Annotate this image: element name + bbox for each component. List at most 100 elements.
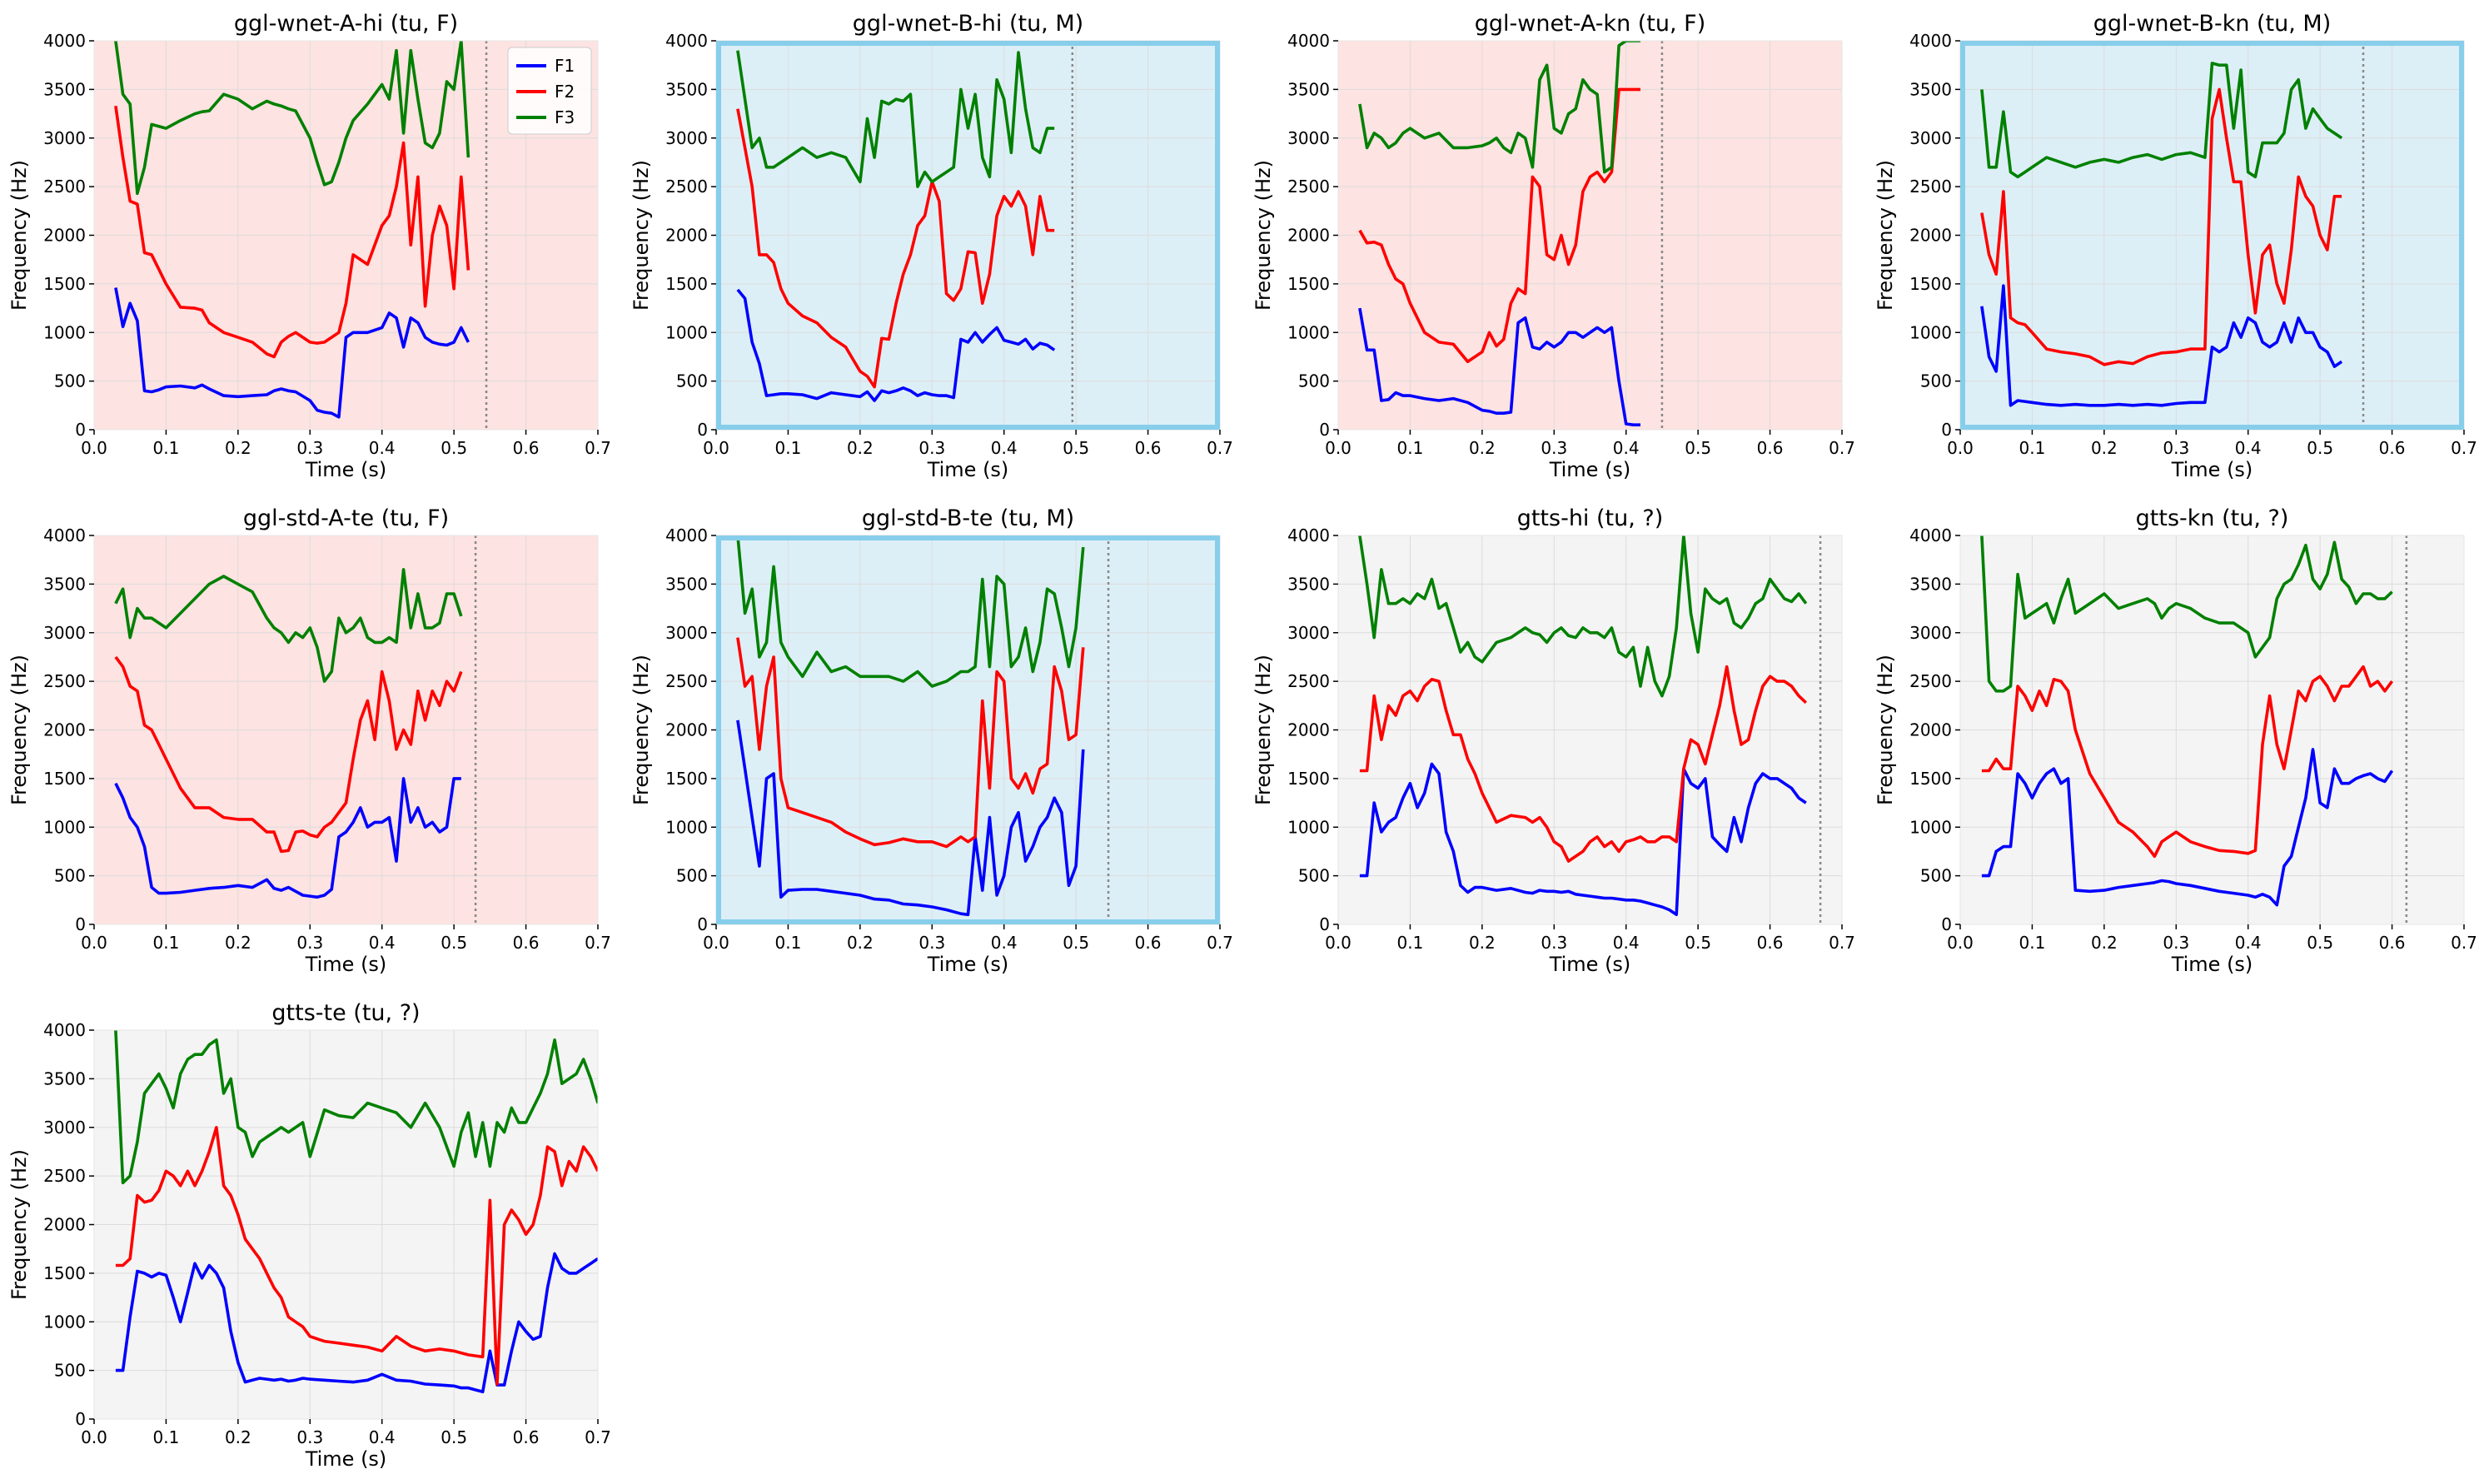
y-axis-label: Frequency (Hz)	[1874, 655, 1897, 805]
series-f1-line	[736, 720, 1085, 917]
subplot-2: 0.0 0.1 0.2 0.3 0.4 0.5 0.6 0.7 0 500 1000 1500 2000…	[630, 11, 1233, 481]
subplot-3: 0.0 0.1 0.2 0.3 0.4 0.5 0.6 0.7 0 500 1000 1500 2000…	[1252, 11, 1855, 481]
x-tick-label: 0.2	[1469, 933, 1496, 953]
x-tick-label: 0.1	[1397, 438, 1424, 458]
x-axis-label: Time (s)	[927, 458, 1009, 481]
series-f3-line	[736, 535, 1085, 688]
y-tick-label: 2000	[1909, 226, 1952, 246]
series-f2-line	[1981, 665, 2394, 859]
x-tick-label: 0.6	[513, 438, 540, 458]
series-f2-line	[114, 655, 463, 854]
y-tick-label: 2000	[665, 226, 708, 246]
series-f1-line	[1359, 762, 1807, 917]
series-f1-line	[1358, 307, 1640, 427]
y-axis-label: Frequency (Hz)	[7, 655, 31, 805]
x-tick-label: 0.3	[2163, 933, 2189, 953]
series-f3-line	[736, 50, 1055, 188]
y-tick-label: 3000	[1909, 623, 1952, 643]
x-tick-label: 0.3	[296, 933, 323, 953]
y-tick-label: 3500	[1287, 574, 1330, 594]
series-f3-line	[114, 568, 463, 683]
y-tick-label: 3000	[1287, 128, 1330, 148]
x-tick-label: 0.5	[441, 933, 467, 953]
x-tick-label: 0.7	[2451, 438, 2477, 458]
x-tick-label: 0.4	[2235, 933, 2262, 953]
y-tick-label: 2500	[1909, 177, 1952, 197]
x-tick-label: 0.6	[513, 933, 540, 953]
x-tick-label: 0.6	[2379, 438, 2406, 458]
y-tick-label: 0	[697, 914, 708, 934]
y-tick-label: 0	[75, 1409, 86, 1429]
x-tick-label: 0.0	[703, 933, 729, 953]
series-f2-line	[736, 108, 1055, 389]
series-f2-line	[1358, 87, 1640, 364]
y-tick-label: 2500	[1287, 177, 1330, 197]
y-tick-label: 500	[1298, 866, 1330, 886]
x-axis-label: Time (s)	[2171, 953, 2253, 976]
plot-frame	[1960, 41, 2464, 430]
x-tick-label: 0.5	[1685, 438, 1711, 458]
x-tick-label: 0.6	[1757, 933, 1784, 953]
x-tick-label: 0.3	[1541, 438, 1567, 458]
y-axis-label: Frequency (Hz)	[7, 160, 31, 311]
plot-frame	[716, 535, 1220, 924]
x-tick-label: 0.7	[2451, 933, 2477, 953]
x-tick-label: 0.2	[225, 438, 251, 458]
y-tick-label: 3000	[43, 128, 86, 148]
y-tick-label: 1000	[1909, 322, 1952, 342]
y-tick-label: 4000	[1287, 525, 1330, 545]
x-tick-label: 0.6	[1757, 438, 1784, 458]
x-tick-label: 0.2	[1469, 438, 1496, 458]
legend-label-f3: F3	[555, 107, 575, 127]
y-axis-label: Frequency (Hz)	[1874, 160, 1897, 311]
subplot-title: gtts-kn (tu, ?)	[2136, 505, 2289, 531]
y-tick-label: 3500	[665, 79, 708, 99]
x-tick-label: 0.6	[1135, 933, 1162, 953]
x-tick-label: 0.4	[369, 438, 396, 458]
x-tick-label: 0.0	[81, 1427, 107, 1447]
x-axis-label: Time (s)	[927, 953, 1009, 976]
x-tick-label: 0.4	[991, 438, 1018, 458]
y-axis-label: Frequency (Hz)	[630, 160, 653, 311]
y-tick-label: 4000	[1287, 31, 1330, 51]
x-tick-label: 0.5	[1063, 933, 1089, 953]
series-f1-line	[1981, 748, 2394, 907]
x-tick-label: 0.0	[81, 438, 107, 458]
x-tick-label: 0.1	[775, 933, 802, 953]
x-tick-label: 0.3	[1541, 933, 1567, 953]
x-tick-label: 0.5	[1063, 438, 1089, 458]
x-tick-label: 0.1	[2019, 438, 2046, 458]
y-axis-label: Frequency (Hz)	[630, 655, 653, 805]
subplot-title: ggl-std-B-te (tu, M)	[862, 505, 1074, 531]
x-tick-label: 0.4	[991, 933, 1018, 953]
y-tick-label: 1500	[1909, 769, 1952, 789]
y-tick-label: 4000	[43, 525, 86, 545]
y-tick-label: 4000	[43, 31, 86, 51]
x-tick-label: 0.2	[847, 933, 874, 953]
series-f3-line	[1358, 41, 1640, 174]
series-f1-line	[115, 1252, 598, 1394]
y-tick-label: 1000	[665, 322, 708, 342]
x-tick-label: 0.7	[585, 1427, 611, 1447]
y-tick-label: 500	[1298, 371, 1330, 391]
series-f3-line	[1358, 535, 1808, 698]
x-tick-label: 0.1	[153, 1427, 180, 1447]
x-axis-label: Time (s)	[305, 458, 387, 481]
subplot-title: ggl-std-A-te (tu, F)	[243, 505, 449, 531]
y-tick-label: 500	[54, 371, 86, 391]
x-tick-label: 0.0	[1947, 933, 1974, 953]
x-tick-label: 0.3	[296, 1427, 323, 1447]
y-tick-label: 2000	[1287, 720, 1330, 740]
x-tick-label: 0.1	[1397, 933, 1424, 953]
y-tick-label: 1000	[665, 817, 708, 837]
y-tick-label: 2000	[1287, 226, 1330, 246]
series-f3-line	[114, 41, 470, 196]
subplot-title: ggl-wnet-A-kn (tu, F)	[1475, 11, 1705, 37]
series-f1-line	[736, 288, 1056, 402]
y-tick-label: 4000	[1909, 525, 1952, 545]
legend: F1 F2 F3	[507, 47, 592, 135]
y-tick-label: 0	[75, 914, 86, 934]
y-tick-label: 1500	[43, 769, 86, 789]
x-tick-label: 0.5	[2307, 933, 2333, 953]
x-axis-label: Time (s)	[1549, 458, 1631, 481]
